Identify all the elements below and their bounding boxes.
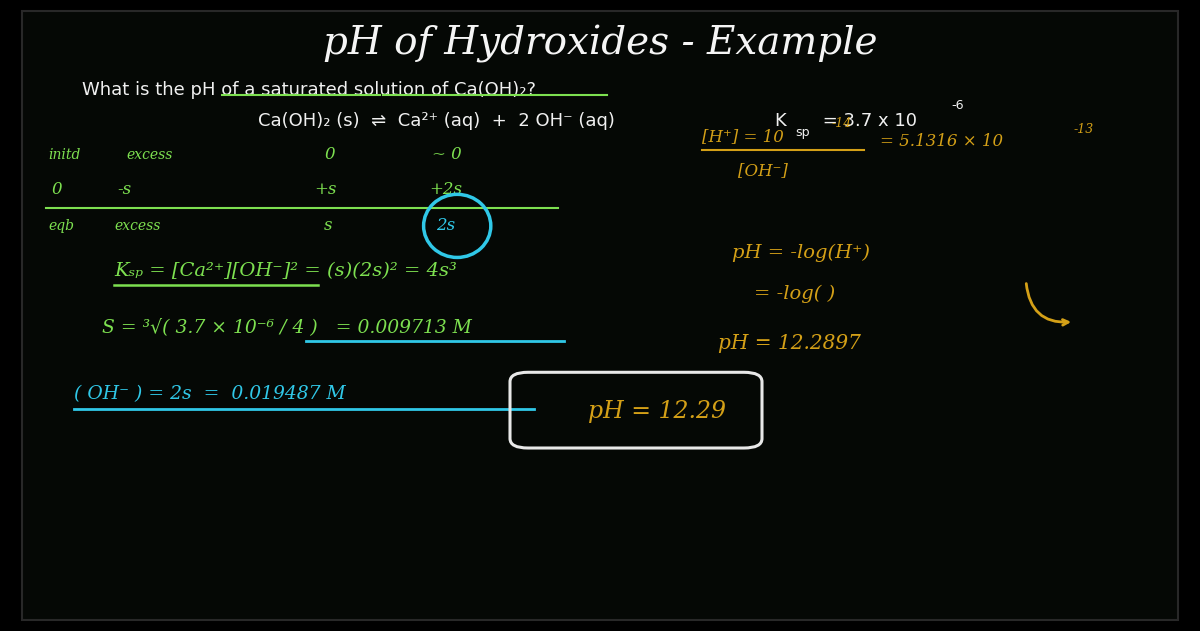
Text: excess: excess — [114, 219, 161, 233]
Text: excess: excess — [126, 148, 173, 162]
Text: 2s: 2s — [436, 218, 455, 234]
Text: pH of Hydroxides - Example: pH of Hydroxides - Example — [323, 25, 877, 63]
Text: 0: 0 — [52, 181, 62, 198]
Text: [OH⁻]: [OH⁻] — [738, 162, 788, 179]
Text: initd: initd — [48, 148, 80, 162]
Text: What is the pH of a saturated solution of Ca(OH)₂?: What is the pH of a saturated solution o… — [82, 81, 535, 98]
Text: pH = -log(H⁺): pH = -log(H⁺) — [732, 244, 870, 261]
Text: sp: sp — [796, 126, 810, 139]
Text: s: s — [324, 218, 332, 234]
Text: ( OH⁻ ) = 2s  =  0.019487 M: ( OH⁻ ) = 2s = 0.019487 M — [74, 386, 346, 403]
Text: K: K — [774, 112, 786, 130]
Text: -14: -14 — [832, 117, 852, 129]
Text: Ca(OH)₂ (s)  ⇌  Ca²⁺ (aq)  +  2 OH⁻ (aq): Ca(OH)₂ (s) ⇌ Ca²⁺ (aq) + 2 OH⁻ (aq) — [258, 112, 614, 130]
Text: -s: -s — [118, 181, 132, 198]
Text: [H⁺] = 10: [H⁺] = 10 — [702, 129, 784, 145]
Text: ~ 0: ~ 0 — [432, 146, 462, 163]
Text: -6: -6 — [952, 99, 965, 112]
Text: +2s: +2s — [430, 181, 463, 198]
Text: = 3.7 x 10: = 3.7 x 10 — [817, 112, 917, 130]
Text: = 5.1316 × 10: = 5.1316 × 10 — [880, 134, 1003, 150]
Text: Kₛₚ = [Ca²⁺][OH⁻]² = (s)(2s)² = 4s³: Kₛₚ = [Ca²⁺][OH⁻]² = (s)(2s)² = 4s³ — [114, 262, 457, 280]
Text: -13: -13 — [1074, 123, 1094, 136]
FancyBboxPatch shape — [22, 11, 1178, 620]
Text: eqb: eqb — [48, 219, 74, 233]
Text: = -log( ): = -log( ) — [754, 285, 835, 302]
Text: pH = 12.29: pH = 12.29 — [588, 400, 726, 423]
Text: +s: +s — [314, 181, 337, 198]
Text: S = ³√( 3.7 × 10⁻⁶ / 4 )   = 0.009713 M: S = ³√( 3.7 × 10⁻⁶ / 4 ) = 0.009713 M — [102, 318, 472, 336]
Text: pH = 12.2897: pH = 12.2897 — [718, 334, 860, 353]
Text: 0: 0 — [324, 146, 335, 163]
